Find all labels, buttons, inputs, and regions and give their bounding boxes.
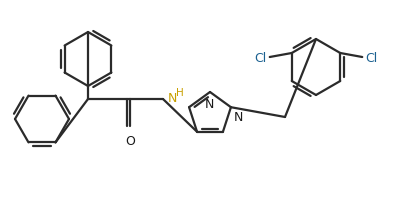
Text: N: N xyxy=(234,111,243,124)
Text: N: N xyxy=(204,97,214,110)
Text: Cl: Cl xyxy=(365,52,377,65)
Text: O: O xyxy=(125,134,135,147)
Text: Cl: Cl xyxy=(255,52,267,65)
Text: N: N xyxy=(168,92,177,105)
Text: H: H xyxy=(176,88,184,97)
